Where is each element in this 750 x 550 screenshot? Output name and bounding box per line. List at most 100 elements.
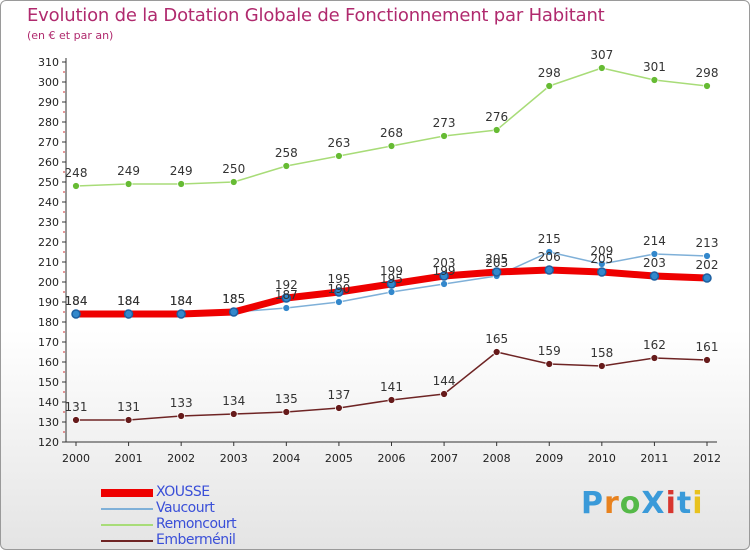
x-tick-label: 2011	[640, 452, 668, 465]
data-point	[229, 410, 238, 418]
y-minor-tick	[63, 351, 65, 353]
legend-label: Vaucourt	[156, 500, 215, 516]
data-label: 205	[485, 252, 508, 266]
data-point	[650, 76, 659, 84]
x-tick-label: 2012	[693, 452, 721, 465]
chart-title: Evolution de la Dotation Globale de Fonc…	[27, 5, 605, 26]
y-tick-label: 190	[38, 296, 59, 309]
y-tick-label: 150	[38, 376, 59, 389]
data-label: 301	[643, 60, 666, 74]
y-tick-label: 130	[38, 416, 59, 429]
y-tick-label: 140	[38, 396, 59, 409]
data-label: 135	[275, 392, 298, 406]
y-minor-tick	[63, 171, 65, 173]
data-label: 184	[170, 294, 193, 308]
data-label: 199	[380, 264, 403, 278]
logo-letter: o	[619, 486, 642, 521]
data-point	[72, 182, 80, 190]
data-label: 184	[117, 294, 140, 308]
data-label: 263	[327, 136, 350, 150]
data-label: 213	[696, 236, 719, 250]
data-label: 203	[643, 256, 666, 270]
x-tick-label: 2010	[588, 452, 616, 465]
data-point	[387, 142, 396, 150]
y-minor-tick	[63, 131, 65, 133]
data-point	[282, 408, 291, 416]
data-label: 144	[433, 374, 456, 388]
data-point	[440, 390, 448, 398]
data-label: 159	[538, 344, 561, 358]
data-label: 214	[643, 234, 666, 248]
y-minor-tick	[63, 151, 65, 153]
data-point	[650, 250, 659, 258]
logo-letter: i	[665, 486, 677, 521]
data-point	[703, 252, 711, 260]
logo-letter: X	[641, 486, 666, 521]
y-tick-label: 240	[38, 196, 59, 209]
logo-letter: i	[692, 486, 704, 521]
data-point	[335, 152, 343, 160]
x-tick-label: 2002	[167, 452, 195, 465]
data-label: 195	[380, 272, 403, 286]
legend-label: Emberménil	[156, 532, 236, 548]
data-point	[282, 304, 291, 312]
y-tick-label: 290	[38, 96, 59, 109]
data-point	[282, 162, 291, 170]
data-point	[702, 273, 712, 283]
data-point	[387, 288, 396, 296]
data-label: 276	[485, 110, 508, 124]
data-label: 199	[433, 264, 456, 278]
y-minor-tick	[63, 331, 65, 333]
data-label: 298	[696, 66, 719, 80]
data-label: 209	[590, 244, 613, 258]
y-tick-label: 160	[38, 356, 59, 369]
data-point	[597, 64, 606, 72]
data-label: 184	[65, 294, 88, 308]
y-minor-tick	[63, 271, 65, 273]
y-minor-tick	[63, 411, 65, 413]
x-tick-label: 2005	[325, 452, 353, 465]
data-label: 205	[590, 252, 613, 266]
legend-label: XOUSSE	[156, 484, 210, 500]
data-label: 158	[590, 346, 613, 360]
y-tick-label: 280	[38, 116, 59, 129]
data-point	[703, 82, 711, 90]
data-point	[649, 271, 660, 281]
data-label: 248	[65, 166, 88, 180]
y-minor-tick	[63, 311, 65, 313]
y-tick-label: 180	[38, 316, 59, 329]
data-point	[440, 280, 448, 288]
data-point	[703, 356, 711, 364]
legend-swatch	[101, 489, 153, 497]
legend-swatch	[101, 524, 153, 526]
data-label: 185	[222, 292, 245, 306]
data-label: 249	[117, 164, 140, 178]
y-minor-tick	[63, 231, 65, 233]
data-label: 137	[327, 388, 350, 402]
data-point	[229, 178, 238, 186]
y-tick-label: 220	[38, 236, 59, 249]
y-minor-tick	[63, 211, 65, 213]
data-label: 192	[275, 278, 298, 292]
y-minor-tick	[63, 191, 65, 193]
y-tick-label: 260	[38, 156, 59, 169]
x-tick-label: 2007	[430, 452, 458, 465]
data-point	[335, 298, 343, 306]
data-point	[545, 248, 554, 256]
data-point	[124, 180, 133, 188]
data-label: 250	[222, 162, 245, 176]
data-label: 141	[380, 380, 403, 394]
data-point	[491, 267, 502, 277]
data-label: 184	[170, 294, 193, 308]
chart-subtitle: (en € et par an)	[27, 29, 114, 42]
y-tick-label: 120	[38, 436, 59, 449]
data-label: 131	[65, 400, 88, 414]
logo-letter: r	[604, 486, 620, 521]
data-point	[335, 404, 343, 412]
data-label: 273	[433, 116, 456, 130]
data-point	[386, 279, 397, 289]
x-tick-label: 2000	[62, 452, 90, 465]
y-tick-label: 270	[38, 136, 59, 149]
data-point	[71, 309, 81, 319]
